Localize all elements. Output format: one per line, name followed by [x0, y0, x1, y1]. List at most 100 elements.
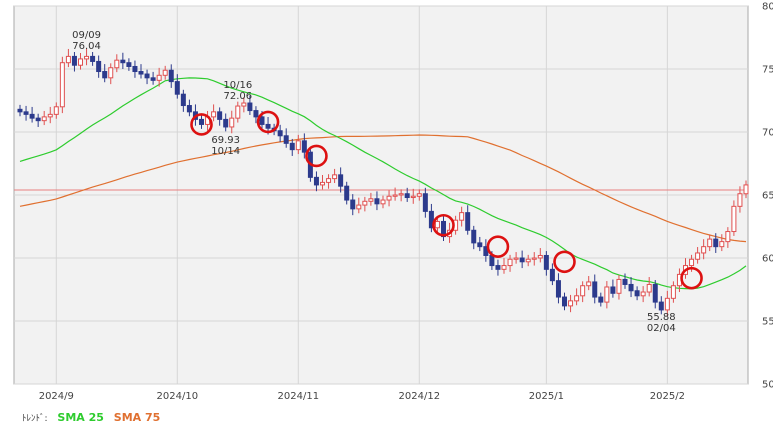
- candle-up: [211, 111, 217, 118]
- candle-down: [180, 93, 186, 107]
- candle-down: [223, 118, 229, 128]
- candle-down: [622, 278, 628, 285]
- candle-down: [441, 220, 446, 238]
- y-tick-label: 65: [762, 191, 773, 202]
- annotation-value: 72.06: [223, 91, 252, 102]
- candle-up: [731, 205, 737, 233]
- y-tick-label: 55: [762, 317, 773, 328]
- candle-up: [235, 105, 241, 119]
- candle-down: [634, 290, 640, 297]
- candle-down: [562, 296, 567, 307]
- candle-down: [150, 77, 156, 81]
- candle-up: [586, 281, 592, 287]
- candle-up: [320, 181, 325, 186]
- signal-marker: [553, 250, 576, 274]
- y-tick-label: 75: [762, 65, 773, 76]
- annotation-value: 76.04: [72, 41, 101, 52]
- candle-down: [338, 174, 344, 187]
- candle-down: [549, 268, 555, 282]
- x-tick-label: 2024/10: [157, 391, 199, 402]
- candle-down: [71, 55, 77, 66]
- y-tick-label: 60: [762, 254, 773, 265]
- candle-up: [701, 246, 707, 254]
- candle-down: [132, 65, 138, 73]
- candle-down: [199, 118, 204, 125]
- signal-marker: [256, 110, 280, 134]
- candle-up: [47, 113, 53, 118]
- candle-down: [350, 199, 356, 210]
- candle-up: [410, 195, 416, 199]
- candle-up: [108, 67, 114, 79]
- candle-down: [543, 254, 549, 270]
- candle-down: [471, 229, 477, 244]
- candle-up: [53, 106, 59, 115]
- candle-up: [640, 291, 646, 297]
- candle-down: [610, 286, 616, 294]
- y-tick-label: 50: [762, 380, 773, 391]
- chart-legend: ﾄﾚﾝﾄﾞ: SMA 25 SMA 75: [22, 412, 166, 425]
- annotation-date: 10/16: [223, 80, 252, 91]
- candle-up: [332, 174, 338, 180]
- y-tick-label: 70: [762, 128, 773, 139]
- candle-up: [392, 194, 398, 197]
- candle-up: [574, 295, 580, 302]
- candle-down: [174, 81, 180, 95]
- candle-down: [283, 135, 289, 144]
- candle-up: [368, 198, 374, 202]
- candle-up: [459, 212, 465, 221]
- candle-up: [707, 238, 713, 248]
- candle-up: [664, 297, 670, 311]
- candle-up: [156, 74, 162, 81]
- candle-down: [35, 117, 41, 122]
- candle-down: [598, 296, 604, 303]
- signal-marker: [190, 113, 213, 136]
- candle-down: [313, 176, 319, 186]
- candle-up: [525, 258, 531, 263]
- candle-down: [253, 110, 259, 118]
- candle-up: [229, 117, 235, 128]
- legend-sma25: SMA 25: [57, 411, 104, 424]
- candle-down: [428, 210, 434, 229]
- candle-down: [628, 283, 634, 292]
- candle-up: [84, 55, 90, 60]
- candle-up: [59, 62, 65, 108]
- candle-down: [259, 116, 265, 125]
- candle-down: [422, 193, 428, 212]
- candle-up: [416, 193, 422, 197]
- candle-down: [23, 111, 29, 115]
- signal-marker: [305, 144, 328, 168]
- candle-up: [580, 285, 586, 297]
- candle-down: [168, 69, 174, 83]
- candle-down: [652, 283, 658, 303]
- candle-up: [689, 258, 695, 267]
- candle-up: [356, 204, 362, 210]
- candle-down: [186, 105, 192, 113]
- candle-up: [725, 231, 731, 243]
- candle-down: [658, 301, 664, 311]
- legend-prefix: ﾄﾚﾝﾄﾞ:: [22, 414, 48, 424]
- candle-down: [247, 102, 253, 112]
- legend-sma75: SMA 75: [113, 411, 161, 424]
- signal-marker: [680, 266, 703, 290]
- candle-down: [17, 108, 23, 113]
- x-tick-label: 2025/1: [529, 391, 564, 402]
- candle-down: [519, 257, 525, 263]
- candle-up: [513, 257, 519, 260]
- candle-down: [489, 254, 495, 267]
- x-tick-label: 2024/12: [399, 391, 441, 402]
- candle-up: [670, 285, 676, 299]
- sma75-line: [19, 134, 747, 243]
- x-tick-label: 2025/2: [650, 391, 685, 402]
- candle-up: [604, 286, 610, 303]
- annotation-date: 10/14: [211, 146, 240, 157]
- candle-down: [144, 73, 150, 79]
- candle-up: [65, 55, 71, 64]
- candle-up: [114, 59, 120, 69]
- candle-down: [138, 71, 144, 75]
- candle-down: [374, 198, 380, 205]
- candle-down: [96, 60, 102, 73]
- candle-up: [537, 254, 543, 259]
- candle-up: [326, 178, 332, 183]
